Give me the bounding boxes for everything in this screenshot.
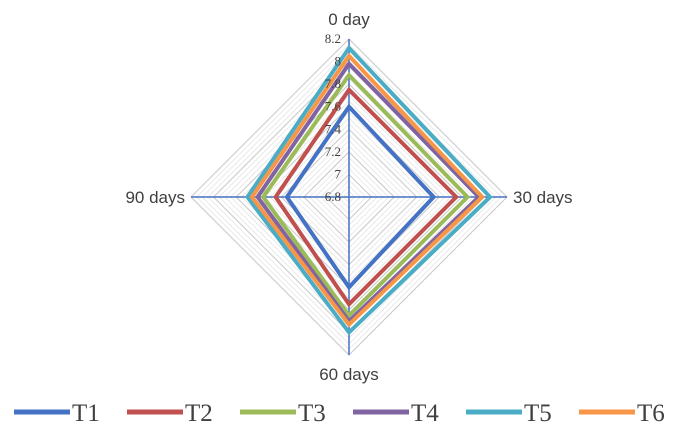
legend-label: T4 <box>411 400 439 427</box>
legend-label: T6 <box>637 400 665 427</box>
tick-label: 7 <box>335 166 342 181</box>
series-t1-line <box>284 103 437 291</box>
series-t2-line <box>273 86 460 308</box>
tick-label: 7.2 <box>325 144 341 159</box>
legend-item-t5: T5 <box>466 400 552 427</box>
legend-label: T2 <box>185 400 213 427</box>
tick-label: 8.2 <box>325 31 341 46</box>
series-t3-line <box>260 71 471 319</box>
category-label: 90 days <box>125 188 185 207</box>
category-label: 30 days <box>513 188 573 207</box>
category-label: 0 day <box>328 10 370 29</box>
tick-label: 7.6 <box>325 99 342 114</box>
series-t5-line <box>244 44 493 336</box>
legend-label: T1 <box>72 400 100 427</box>
legend-item-t3: T3 <box>240 400 326 427</box>
tick-label: 7.4 <box>325 121 342 136</box>
tick-label: 8 <box>335 54 342 69</box>
legend-label: T5 <box>524 400 552 427</box>
radar-tick-labels: 6.8 7 7.2 7.4 7.6 7.8 8 8.2 <box>325 31 342 204</box>
series-t4-line <box>255 60 482 325</box>
category-label: 60 days <box>319 365 379 384</box>
radar-series <box>244 44 493 336</box>
tick-label: 7.8 <box>325 76 341 91</box>
legend-label: T3 <box>298 400 326 427</box>
legend-item-t2: T2 <box>127 400 213 427</box>
radar-axes <box>191 39 507 355</box>
radar-category-labels: 0 day 30 days 60 days 90 days <box>125 10 572 384</box>
chart-legend: T1 T2 T3 T4 T5 T6 <box>14 400 665 427</box>
tick-label: 6.8 <box>325 189 341 204</box>
legend-item-t6: T6 <box>579 400 665 427</box>
legend-item-t4: T4 <box>353 400 439 427</box>
legend-item-t1: T1 <box>14 400 100 427</box>
series-t6-line <box>249 52 485 328</box>
